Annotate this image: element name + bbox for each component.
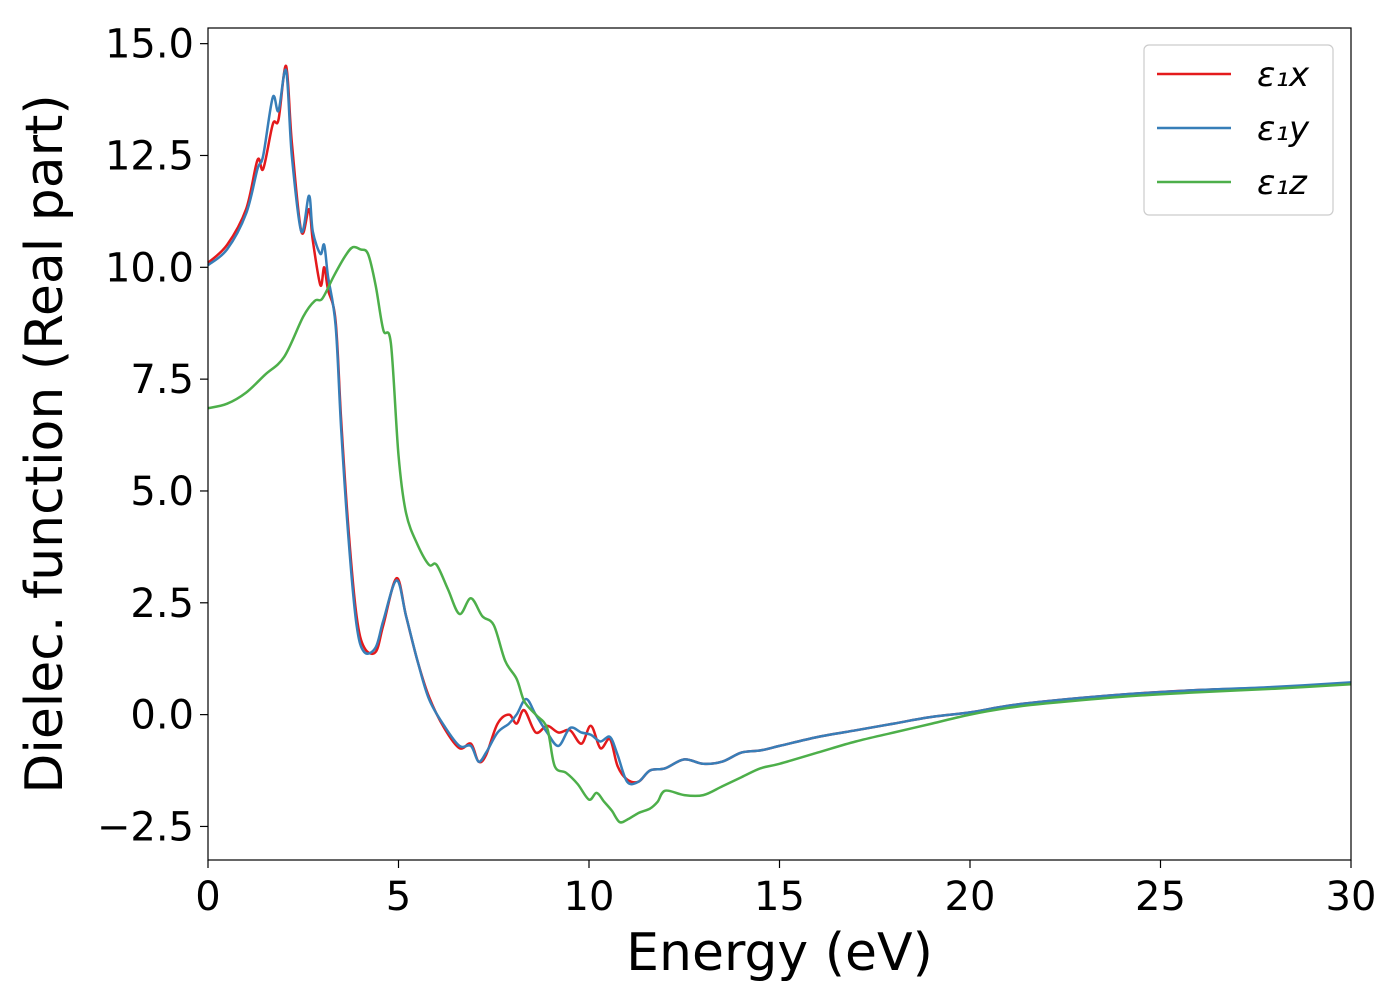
x-tick-label: 5: [386, 874, 411, 920]
series-line-3: [207, 245, 1352, 824]
x-tick-label: 30: [1326, 874, 1377, 920]
legend-box: [1143, 44, 1334, 216]
legend-label-2: ε₁y: [1257, 109, 1310, 149]
series-line-2: [207, 68, 1352, 786]
y-tick-label: 7.5: [130, 357, 194, 403]
x-tick-label: 15: [754, 874, 805, 920]
x-tick-label: 20: [945, 874, 996, 920]
x-tick-label: 0: [195, 874, 220, 920]
legend: ε₁x ε₁y ε₁z: [1143, 44, 1334, 216]
x-axis: 0 5 10 15 20 25 30: [195, 860, 1376, 920]
x-axis-label: Energy (eV): [626, 923, 933, 983]
series-layer: [207, 64, 1352, 824]
x-tick-label: 25: [1135, 874, 1186, 920]
y-tick-label: 5.0: [130, 469, 194, 515]
legend-label-3: ε₁z: [1257, 163, 1308, 203]
y-tick-label: 15.0: [105, 22, 194, 68]
y-tick-label: 0.0: [130, 693, 194, 739]
y-tick-label: 2.5: [130, 581, 194, 627]
legend-label-1: ε₁x: [1257, 55, 1310, 95]
y-tick-label: 12.5: [105, 133, 194, 179]
y-axis-label: Dielec. function (Real part): [15, 94, 75, 793]
y-axis: −2.5 0.0 2.5 5.0 7.5 10.0 12.5 15.0: [97, 22, 208, 850]
y-tick-label: −2.5: [97, 804, 194, 850]
x-tick-label: 10: [564, 874, 615, 920]
y-tick-label: 10.0: [105, 245, 194, 291]
